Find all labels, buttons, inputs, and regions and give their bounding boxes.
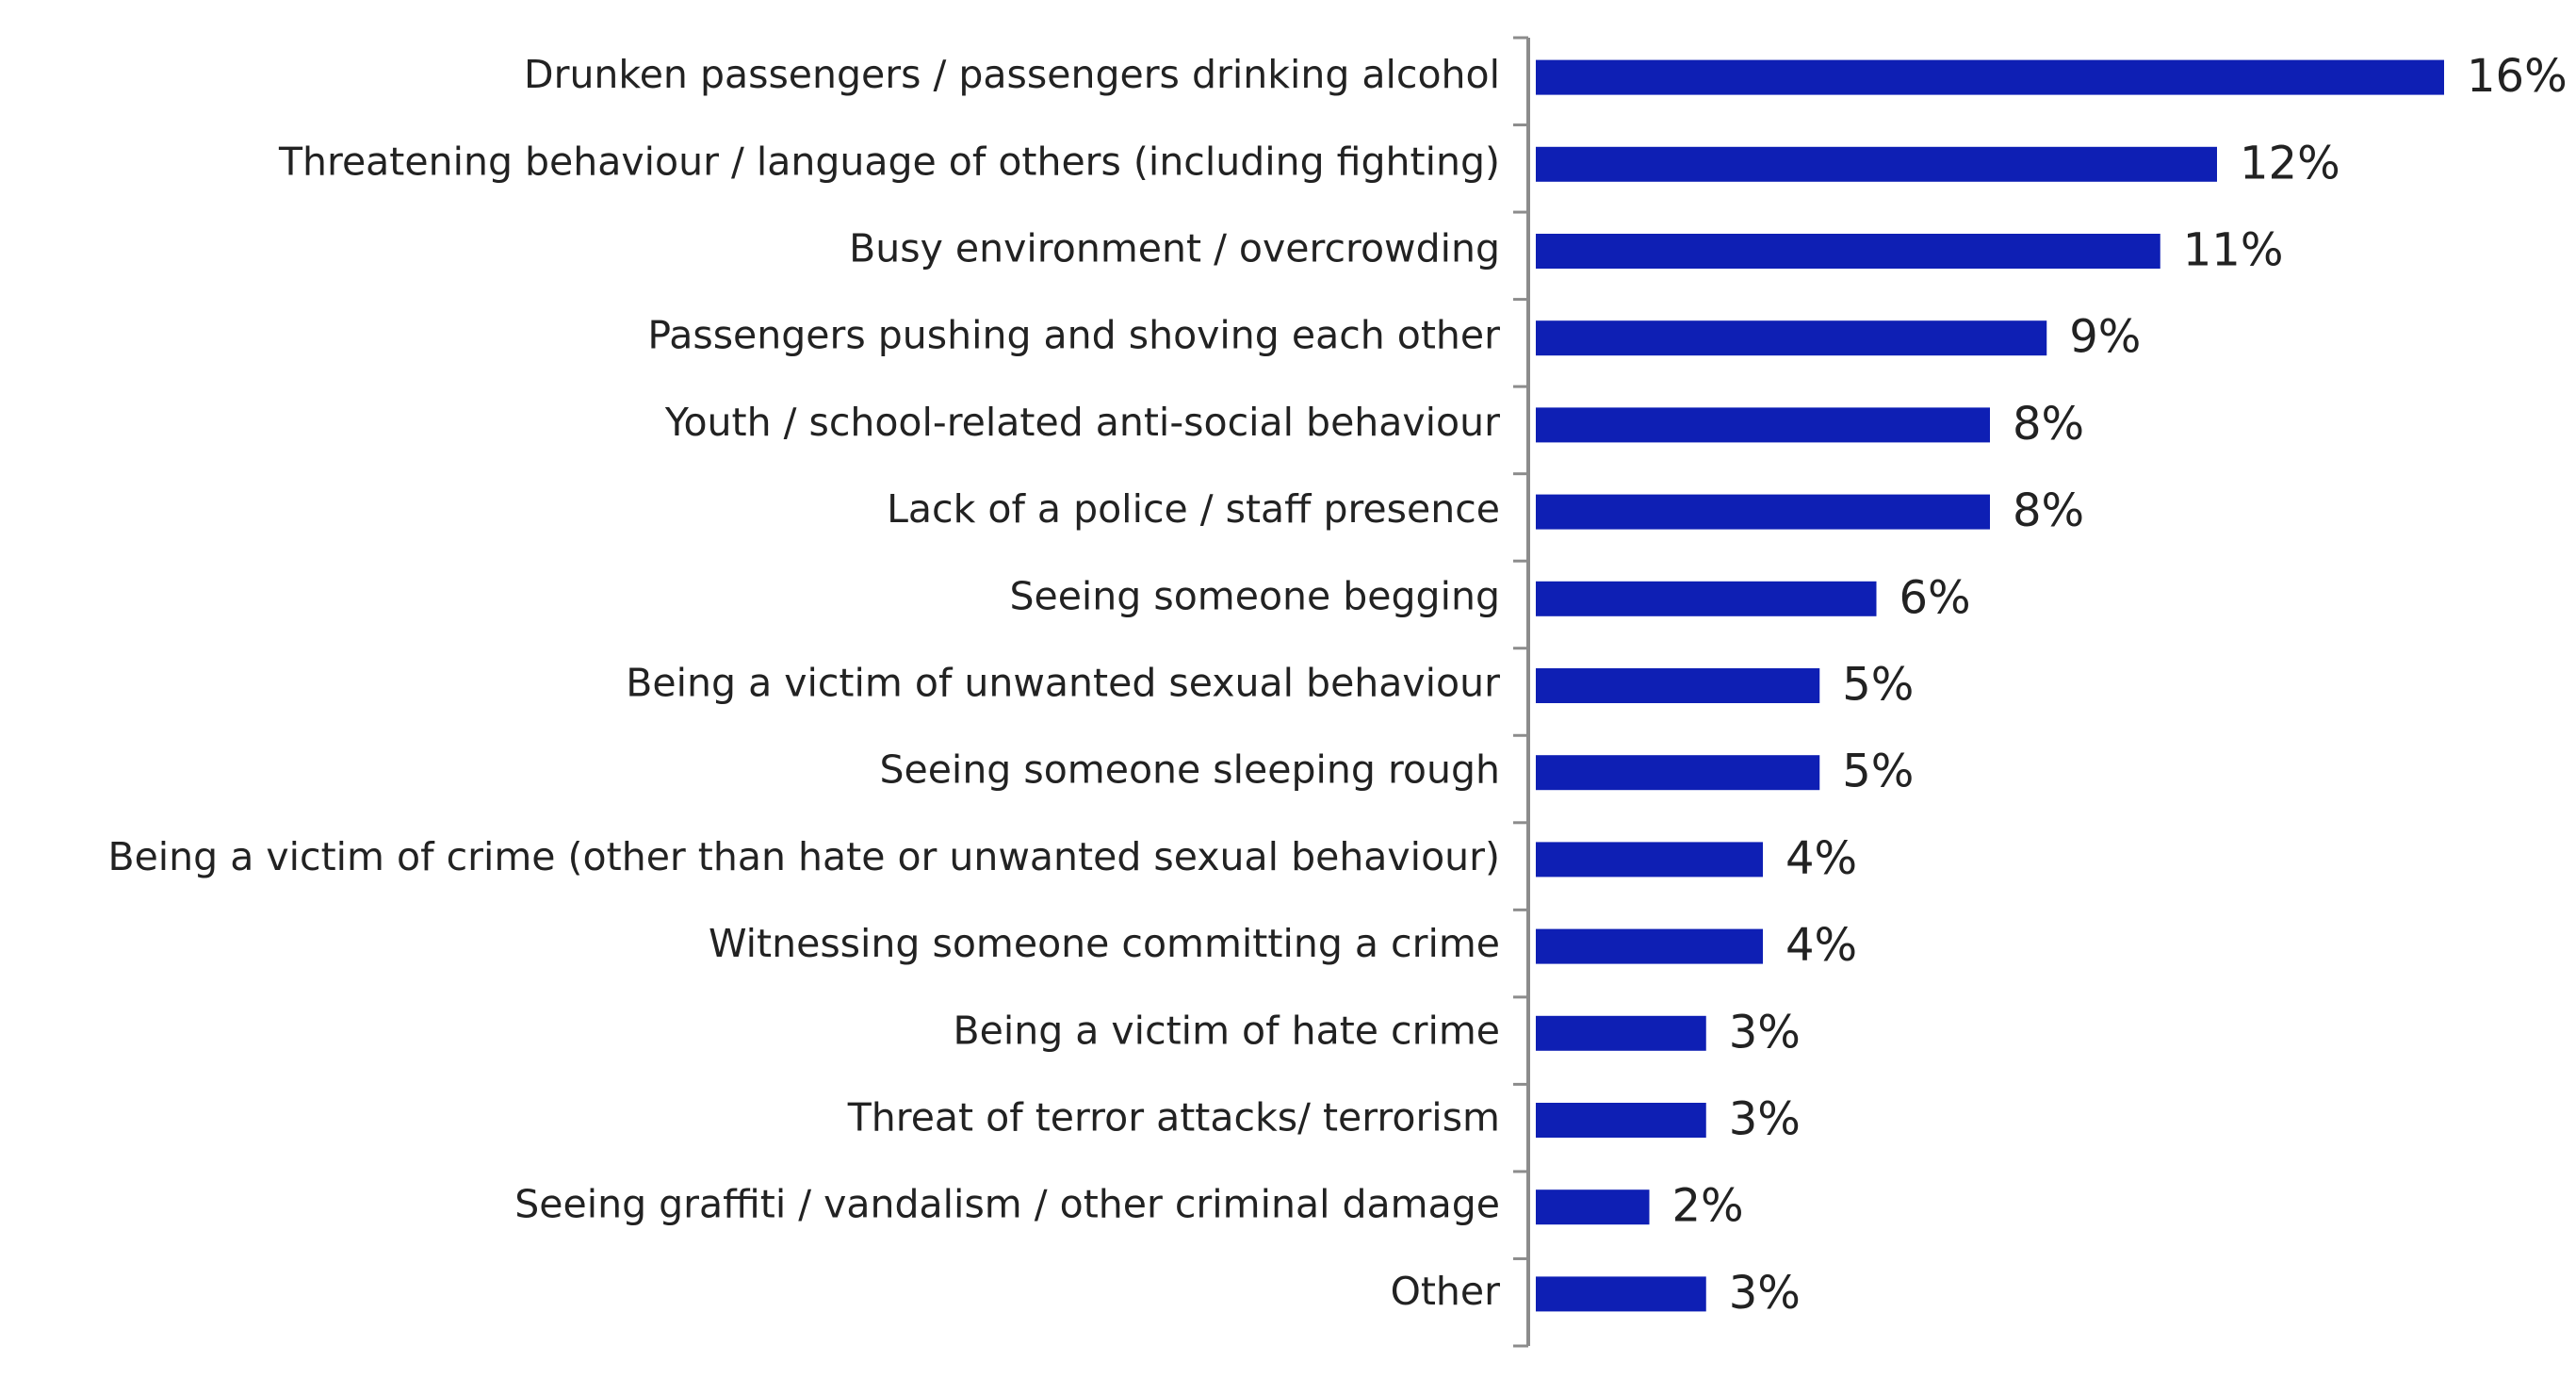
category-label: Seeing graffiti / vandalism / other crim… [514,1182,1500,1227]
category-label: Threatening behaviour / language of othe… [278,139,1500,184]
y-axis [1513,36,1530,1348]
category-label: Seeing someone begging [1009,573,1500,618]
bar [1536,842,1763,878]
value-label: 3% [1729,1006,1801,1058]
bar [1536,1189,1650,1225]
category-labels: Drunken passengers / passengers drinking… [107,52,1500,1314]
value-label: 12% [2240,137,2340,189]
category-label: Threat of terror attacks/ terrorism [847,1095,1500,1140]
value-label: 8% [2013,398,2084,451]
category-label: Being a victim of crime (other than hate… [107,834,1500,879]
value-labels: 16% 12% 11% 9% 8% 8% 6% 5% 5% 4% 4% 3% 3% 2% 3% [1672,50,2568,1320]
value-label: 6% [1899,571,1971,624]
value-label: 4% [1785,832,1857,885]
value-label: 9% [2069,311,2141,364]
bar [1536,668,1820,703]
bars-layer [1536,59,2444,1312]
value-label: 5% [1842,746,1914,798]
bar [1536,59,2444,95]
bar [1536,407,1990,443]
category-label: Being a victim of unwanted sexual behavi… [626,661,1500,706]
category-label: Other [1391,1269,1501,1314]
category-label: Seeing someone sleeping rough [879,747,1500,793]
bar [1536,1015,1706,1051]
value-label: 5% [1842,659,1914,712]
value-label: 4% [1785,919,1857,972]
value-label: 3% [1729,1267,1801,1320]
bar [1536,755,1820,791]
category-label: Drunken passengers / passengers drinking… [524,52,1500,97]
bar [1536,146,2217,182]
bar [1536,1276,1706,1312]
value-label: 3% [1729,1093,1801,1146]
category-label: Passengers pushing and shoving each othe… [647,313,1500,358]
category-label: Busy environment / overcrowding [849,226,1500,271]
value-label: 16% [2467,50,2568,103]
bar [1536,1103,1706,1138]
category-label: Youth / school-related anti-social behav… [664,400,1500,445]
value-label: 8% [2013,484,2084,537]
bar [1536,581,1877,616]
value-label: 11% [2183,224,2284,277]
bar [1536,494,1990,530]
value-label: 2% [1672,1180,1744,1233]
bar [1536,928,1763,964]
category-label: Lack of a police / staff presence [887,486,1500,532]
bar [1536,234,2160,269]
category-label: Being a victim of hate crime [953,1008,1500,1053]
category-label: Witnessing someone committing a crime [709,921,1500,966]
bar [1536,320,2047,356]
